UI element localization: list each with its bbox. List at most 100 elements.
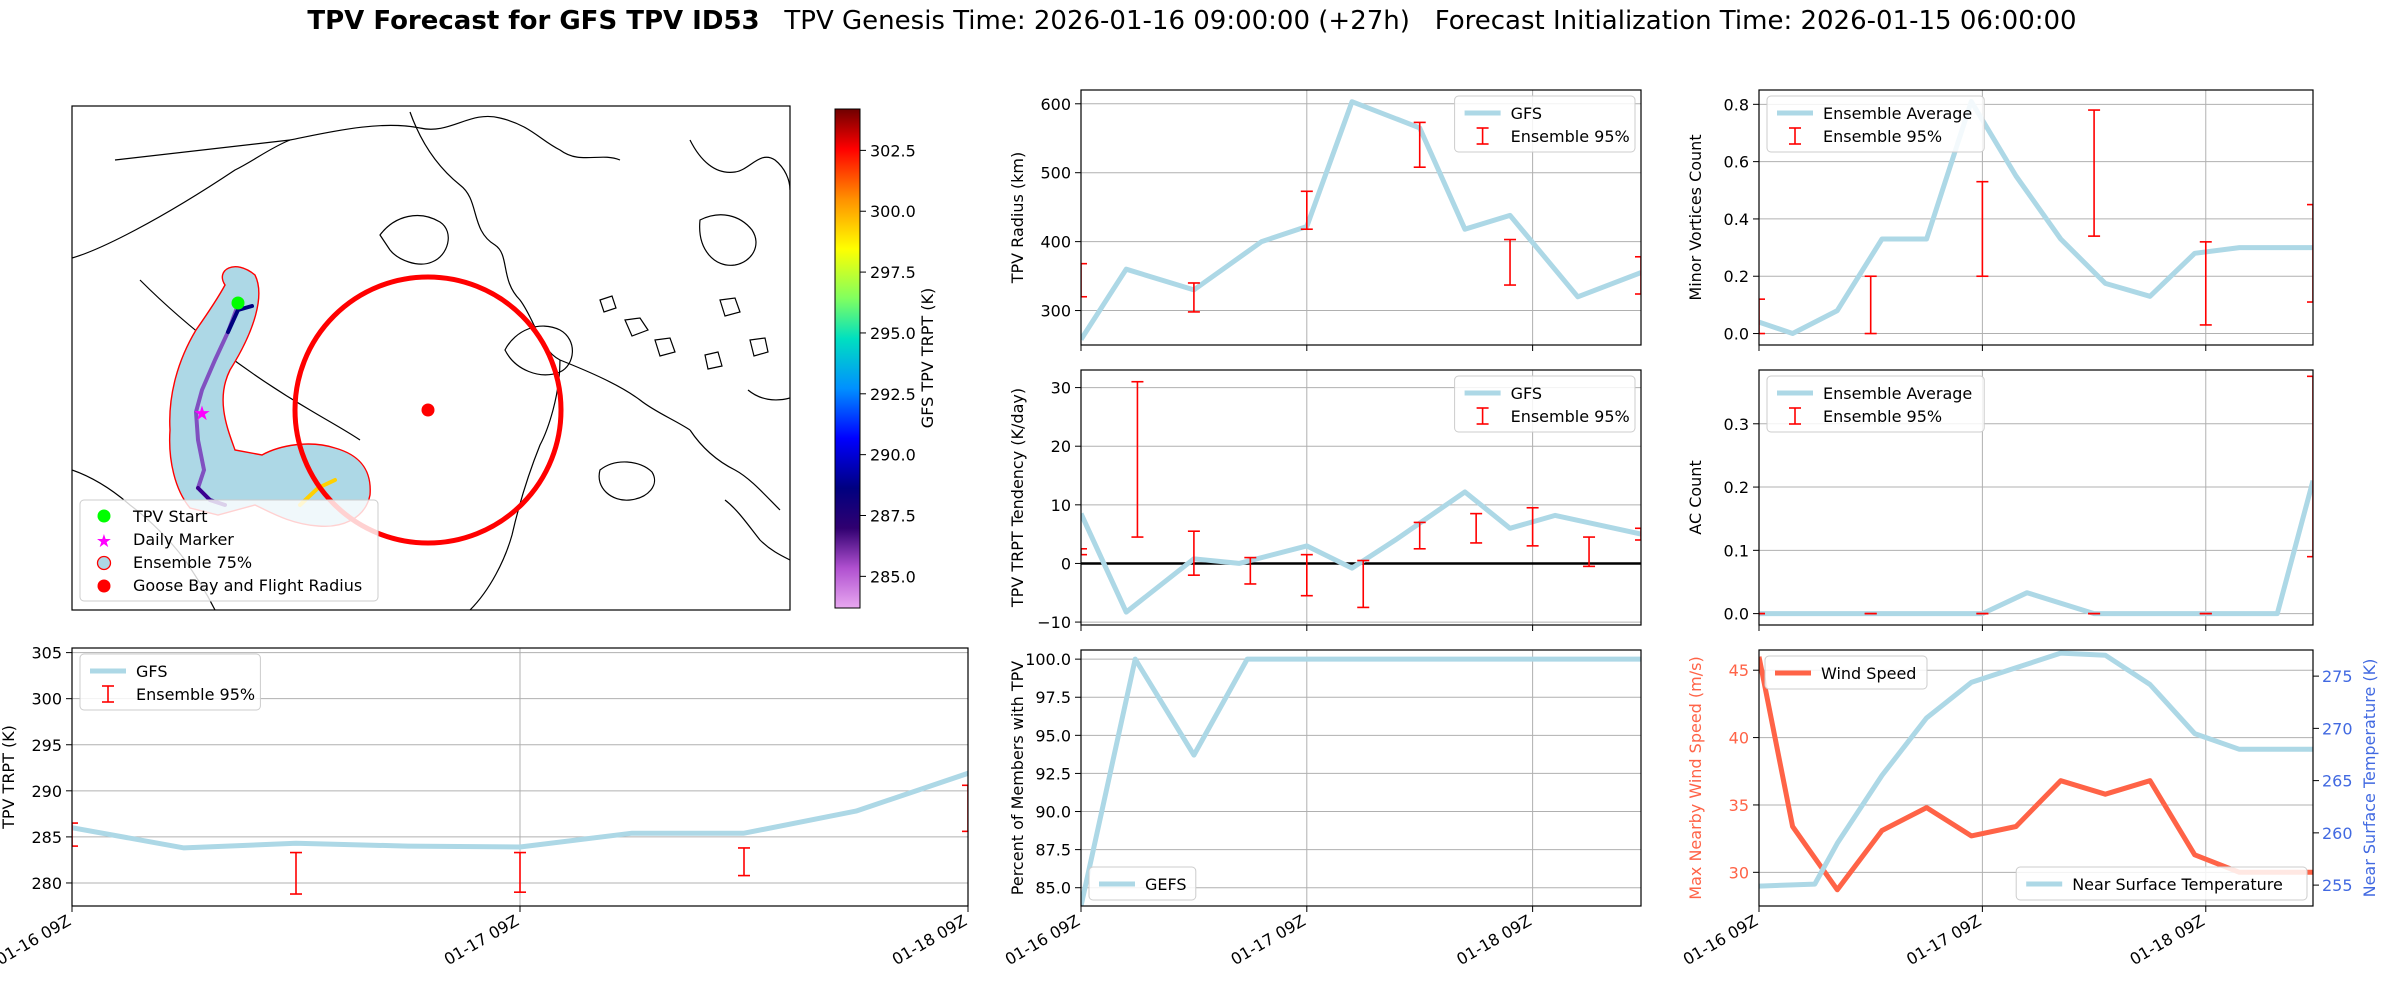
goose-bay-marker [421, 403, 435, 417]
plot-area [1081, 99, 1641, 341]
legend: Ensemble Average Ensemble 95% [1766, 95, 1985, 153]
colorbar-tick-label: 302.5 [870, 141, 916, 160]
plot-area [1759, 99, 2313, 336]
y-tick-label: 0.2 [1724, 478, 1749, 497]
colorbar-gradient [834, 108, 861, 609]
chart-wind-temperature: 30 35 40 45 255 260 265 270 275 01-16 09Z 01-17 09… [1680, 649, 2379, 969]
legend-ensemble-75-icon [96, 555, 112, 571]
legend-label: Ensemble 95% [1511, 127, 1630, 146]
series-line [1759, 656, 2313, 893]
legend-label: GFS [1511, 104, 1542, 123]
axes-frame [1080, 89, 1642, 346]
x-tick-label: 01-16 09Z [1680, 911, 1761, 969]
tpv-start-marker [231, 296, 245, 310]
plot-area [1759, 650, 2313, 893]
borders [114, 139, 361, 441]
legend-box [1764, 655, 1928, 690]
legend-label: Ensemble 95% [1823, 407, 1942, 426]
colorbar-tick-label: 297.5 [870, 263, 916, 282]
legend-label: Near Surface Temperature [2072, 875, 2283, 894]
gfs-track-start [226, 304, 254, 334]
map-legend: TPV Start ★ Daily Marker Ensemble 75% Go… [79, 499, 379, 602]
map-content: ★ [72, 111, 790, 610]
x-tick-label: 01-18 09Z [1453, 911, 1534, 969]
y-tick-label: 95.0 [1035, 726, 1071, 745]
series-line [1081, 489, 1641, 615]
figure-title: TPV Forecast for GFS TPV ID53 TPV Genesi… [0, 6, 2384, 36]
series-line [1759, 480, 2313, 617]
colorbar-tick-label: 287.5 [870, 507, 916, 526]
legend: GFS Ensemble 95% [1454, 375, 1636, 433]
ensemble-75-region [168, 266, 371, 527]
legend-label: Ensemble 95% [1511, 407, 1630, 426]
legend-box [1088, 866, 1197, 901]
colorbar-ticks: 285.0 287.5 290.0 292.5 295.0 297.5 300.0 302.5 [860, 141, 916, 586]
legend: GFS Ensemble 95% [79, 653, 261, 711]
plot-area [1759, 375, 2313, 617]
x-tick-label: 01-18 09Z [889, 911, 970, 969]
axes-frame [1758, 89, 2314, 346]
y-axis-label: TPV TRPT Tendency (K/day) [1008, 388, 1027, 608]
y-tick-label: 0.4 [1724, 210, 1749, 229]
legend: GEFS [1088, 866, 1197, 901]
y-tick-label-right: 270 [2322, 719, 2353, 738]
goose-bay-flight-radius [292, 274, 564, 546]
gfs-track [193, 303, 240, 490]
legend-goose-bay-label: Goose Bay and Flight Radius [133, 576, 362, 595]
x-tick-label: 01-16 09Z [0, 911, 74, 969]
y-tick-label-right: 275 [2322, 667, 2353, 686]
legend-box [1766, 95, 1985, 153]
series-line [1759, 650, 2313, 889]
series-line [1759, 99, 2313, 336]
legend-box [1454, 375, 1636, 433]
y-axis-label-right: Near Surface Temperature (K) [2360, 659, 2379, 898]
series-line [1081, 99, 1641, 341]
legend-goose-bay-icon [97, 579, 111, 593]
legend: Near Surface Temperature [2015, 866, 2308, 901]
axes-frame [1080, 369, 1642, 626]
y-tick-label: 500 [1040, 164, 1071, 183]
colorbar-tick-label: 290.0 [870, 446, 916, 465]
y-tick-label: 300 [1040, 302, 1071, 321]
y-axis-label: Max Nearby Wind Speed (m/s) [1686, 656, 1705, 899]
colorbar: 285.0 287.5 290.0 292.5 295.0 297.5 300.0 302.5… [834, 108, 937, 609]
legend-daily-marker-label: Daily Marker [133, 530, 234, 549]
chart-minor-vortices: 0.0 0.2 0.4 0.6 0.8 Minor Vortices Count Ensem… [1686, 89, 2314, 351]
y-tick-label: 100.0 [1025, 650, 1071, 669]
x-tick-label: 01-17 09Z [1903, 911, 1984, 969]
y-tick-label: 30 [1051, 379, 1071, 398]
y-tick-label: 40 [1729, 729, 1749, 748]
legend: GFS Ensemble 95% [1454, 95, 1636, 153]
y-tick-label: 45 [1729, 661, 1749, 680]
legend-box [79, 653, 261, 711]
y-tick-label: 285 [31, 828, 62, 847]
y-tick-label-right: 260 [2322, 824, 2353, 843]
y-tick-label: 305 [31, 644, 62, 663]
y-tick-label: 600 [1040, 95, 1071, 114]
legend-box [2015, 866, 2308, 901]
series-line [1081, 656, 1641, 906]
plot-area [72, 770, 968, 895]
legend-label: GEFS [1145, 875, 1187, 894]
y-tick-label-right: 255 [2322, 876, 2353, 895]
y-tick-label: 0.6 [1724, 153, 1749, 172]
y-tick-label: 0.0 [1724, 605, 1749, 624]
series-line [72, 770, 968, 851]
colorbar-tick-label: 300.0 [870, 202, 916, 221]
y-tick-label: 0.1 [1724, 541, 1749, 560]
axes-frame [1758, 649, 2314, 907]
y-tick-label: 290 [31, 782, 62, 801]
colorbar-tick-label: 285.0 [870, 567, 916, 586]
y-tick-label: 92.5 [1035, 764, 1071, 783]
legend-label: GFS [1511, 384, 1542, 403]
map-frame [71, 105, 791, 611]
plot-area [1081, 656, 1641, 906]
y-tick-label: 300 [31, 690, 62, 709]
colorbar-label: GFS TPV TRPT (K) [918, 288, 937, 428]
y-tick-label: 35 [1729, 796, 1749, 815]
y-tick-label: 400 [1040, 233, 1071, 252]
y-tick-label: 0 [1061, 554, 1071, 573]
chart-trpt-tendency: −10 0 10 20 30 TPV TRPT Tendency (K/day) GFS En… [1008, 369, 1642, 632]
